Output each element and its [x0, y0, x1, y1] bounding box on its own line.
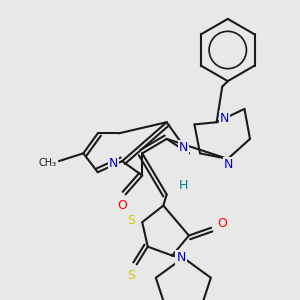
Text: S: S: [127, 269, 135, 282]
Text: O: O: [117, 199, 127, 212]
Text: N: N: [220, 112, 229, 125]
Text: O: O: [217, 217, 227, 230]
Text: N: N: [178, 141, 188, 154]
Text: CH₃: CH₃: [39, 158, 57, 168]
Text: N: N: [109, 157, 118, 170]
Text: N: N: [224, 158, 234, 171]
Text: N: N: [176, 251, 186, 264]
Text: H: H: [178, 179, 188, 192]
Text: S: S: [127, 214, 135, 226]
